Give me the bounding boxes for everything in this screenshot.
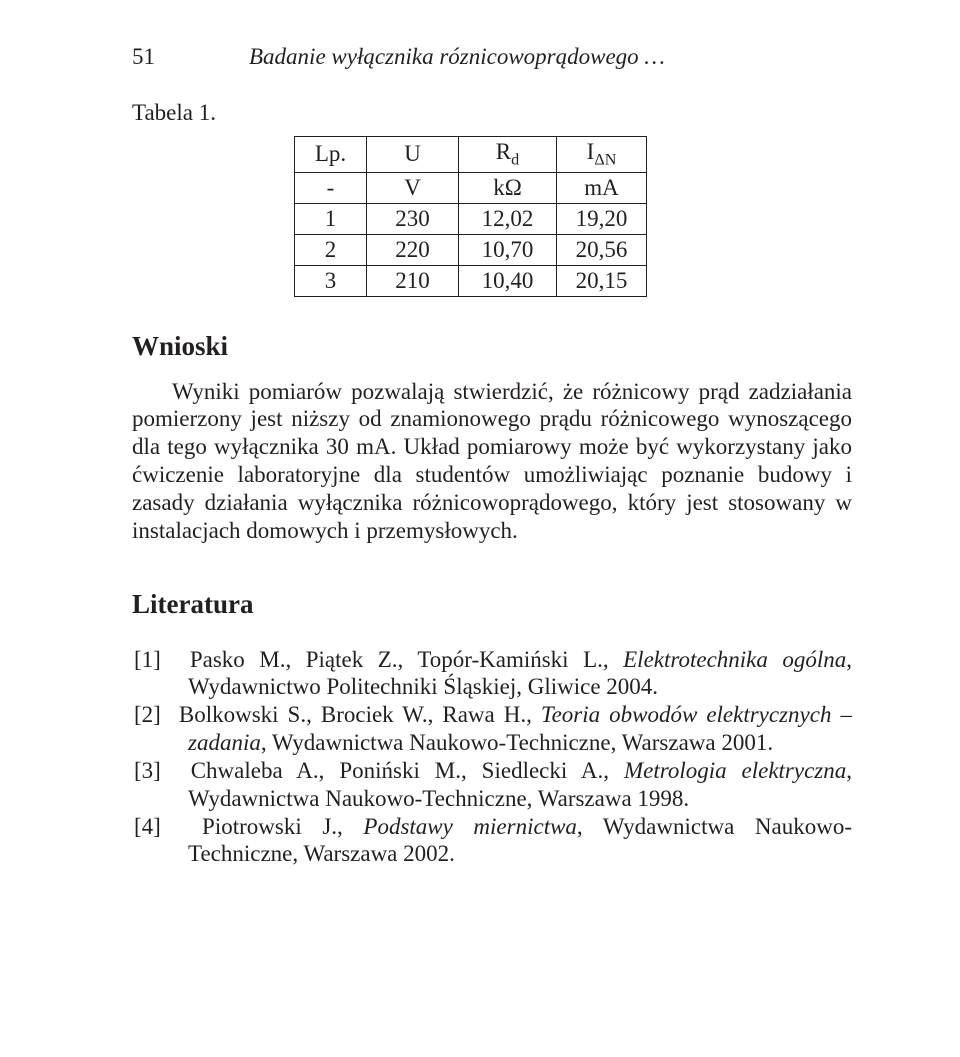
table-header-cell: U xyxy=(367,137,459,173)
table-cell: 20,56 xyxy=(557,234,647,265)
table-header-cell: Lp. xyxy=(295,137,367,173)
table-row: 2 220 10,70 20,56 xyxy=(295,234,647,265)
table-cell: 1 xyxy=(295,203,367,234)
ref-label: [4] xyxy=(134,814,161,839)
ref-authors: Pasko M., Piątek Z., Topór-Kamiński L., xyxy=(190,647,623,672)
table-header-row-2: - V kΩ mA xyxy=(295,172,647,203)
page-header: 51 Badanie wyłącznika róznicowoprądowego… xyxy=(132,44,852,70)
table-cell: 10,40 xyxy=(459,265,557,296)
ref-title: Metrologia elektryczna xyxy=(624,758,846,783)
table-header-cell: - xyxy=(295,172,367,203)
table-header-cell: kΩ xyxy=(459,172,557,203)
table-cell: 2 xyxy=(295,234,367,265)
reference-item: [1] Pasko M., Piątek Z., Topór-Kamiński … xyxy=(134,646,852,702)
ref-label: [1] xyxy=(134,647,161,672)
table-cell: 230 xyxy=(367,203,459,234)
ref-label: [3] xyxy=(134,758,161,783)
table-header-cell: V xyxy=(367,172,459,203)
data-table: Lp. U Rd IΔN - V kΩ mA 1 230 12,02 19,20… xyxy=(294,136,647,297)
page-number: 51 xyxy=(132,44,155,70)
table-header-cell: mA xyxy=(557,172,647,203)
table-cell: 20,15 xyxy=(557,265,647,296)
running-title: Badanie wyłącznika róznicowoprądowego … xyxy=(249,44,665,70)
reference-item: [3] Chwaleba A., Poniński M., Siedlecki … xyxy=(134,757,852,813)
table-row: 3 210 10,40 20,15 xyxy=(295,265,647,296)
ref-authors: Bolkowski S., Brociek W., Rawa H., xyxy=(179,702,541,727)
page: 51 Badanie wyłącznika róznicowoprądowego… xyxy=(0,0,960,928)
table-cell: 3 xyxy=(295,265,367,296)
table-cell: 220 xyxy=(367,234,459,265)
wnioski-paragraph: Wyniki pomiarów pozwalają stwierdzić, że… xyxy=(132,378,852,545)
references-list: [1] Pasko M., Piątek Z., Topór-Kamiński … xyxy=(132,646,852,869)
table-cell: 10,70 xyxy=(459,234,557,265)
table-header-cell: Rd xyxy=(459,137,557,173)
table-cell: 12,02 xyxy=(459,203,557,234)
reference-item: [2] Bolkowski S., Brociek W., Rawa H., T… xyxy=(134,701,852,757)
ref-rest: , Wydawnictwa Naukowo-Techniczne, Warsza… xyxy=(261,730,773,755)
ref-label: [2] xyxy=(134,702,161,727)
ref-title: Podstawy miernictwa xyxy=(363,814,577,839)
table-caption: Tabela 1. xyxy=(132,100,852,126)
wnioski-heading: Wnioski xyxy=(132,331,852,362)
table-cell: 210 xyxy=(367,265,459,296)
literatura-heading: Literatura xyxy=(132,589,852,620)
table-cell: 19,20 xyxy=(557,203,647,234)
reference-item: [4] Piotrowski J., Podstawy miernictwa, … xyxy=(134,813,852,869)
table-header-row-1: Lp. U Rd IΔN xyxy=(295,137,647,173)
table-row: 1 230 12,02 19,20 xyxy=(295,203,647,234)
ref-authors: Piotrowski J., xyxy=(202,814,363,839)
ref-authors: Chwaleba A., Poniński M., Siedlecki A., xyxy=(191,758,624,783)
table-header-cell: IΔN xyxy=(557,137,647,173)
ref-title: Elektrotechnika ogólna xyxy=(623,647,846,672)
